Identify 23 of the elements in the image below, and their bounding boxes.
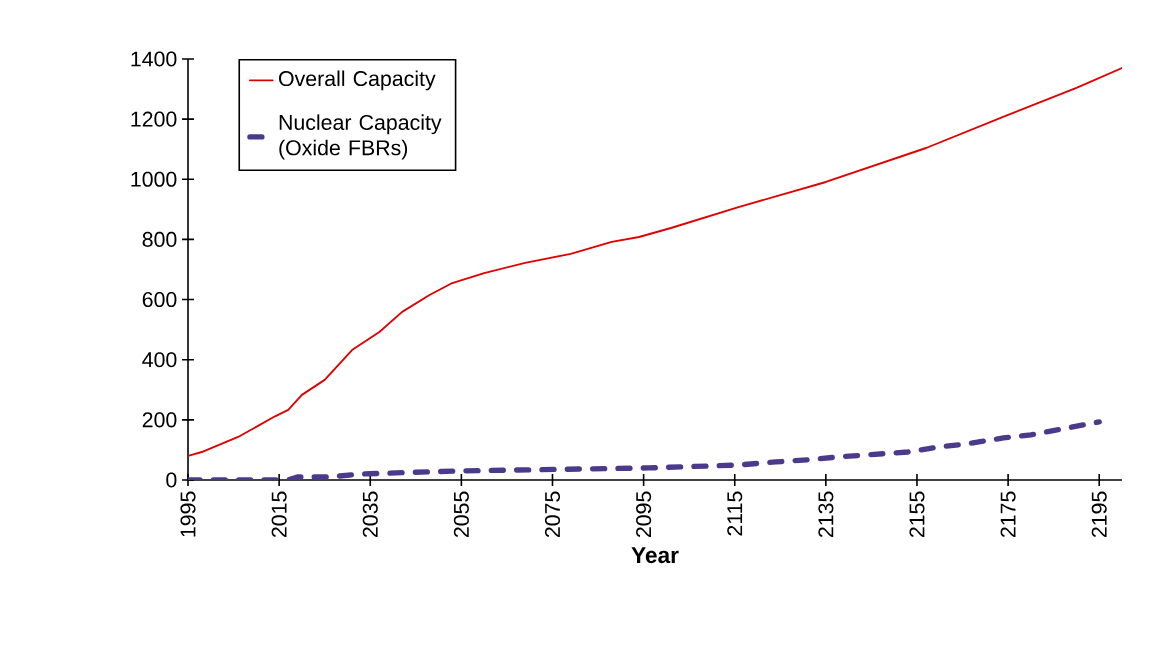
legend-label: Overall Capacity xyxy=(279,70,436,91)
x-tick-label: 2195 xyxy=(1091,491,1107,538)
y-tick-label: 1000 xyxy=(131,171,177,187)
y-tick-label: 600 xyxy=(142,292,177,308)
x-tick-label: 2155 xyxy=(909,491,925,538)
y-tick-label: 1200 xyxy=(131,111,177,127)
x-tick-label: 2175 xyxy=(1000,491,1016,538)
x-tick-label: 2075 xyxy=(544,491,561,538)
x-tick-label: 2115 xyxy=(727,491,743,536)
x-tick-label: 2135 xyxy=(818,491,834,538)
x-axis-title: Year xyxy=(631,547,679,564)
line-series xyxy=(188,67,1122,457)
x-tick-label: 1995 xyxy=(180,491,196,537)
legend-label: Nuclear Capacity (Oxide FBRs) xyxy=(279,114,442,160)
x-tick-label: 2055 xyxy=(453,491,469,538)
y-tick-label: 1400 xyxy=(131,51,177,67)
y-tick-label: 200 xyxy=(142,412,177,428)
y-tick-label: 0 xyxy=(166,472,177,488)
x-tick-label: 2095 xyxy=(636,491,652,538)
y-tick-label: 800 xyxy=(142,231,177,247)
y-tick-label: 400 xyxy=(142,352,177,368)
x-tick-label: 2035 xyxy=(362,491,378,538)
x-tick-label: 2015 xyxy=(271,491,287,538)
